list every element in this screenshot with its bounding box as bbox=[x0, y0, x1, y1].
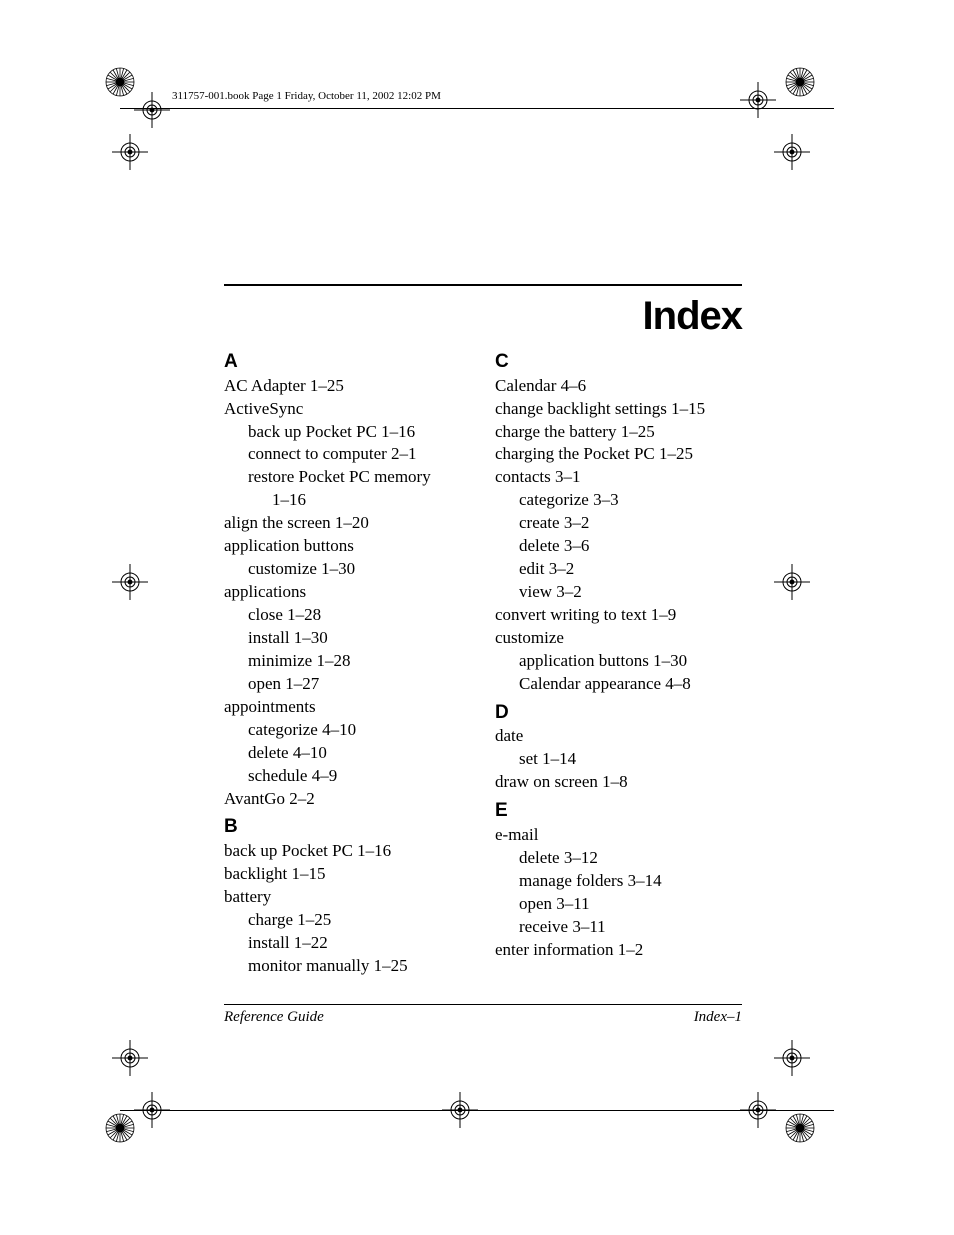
index-entry: applications bbox=[224, 581, 471, 604]
index-entry: close 1–28 bbox=[248, 604, 471, 627]
index-letter: E bbox=[495, 798, 742, 824]
index-entry: back up Pocket PC 1–16 bbox=[248, 421, 471, 444]
index-letter: A bbox=[224, 349, 471, 375]
index-entry: align the screen 1–20 bbox=[224, 512, 471, 535]
index-entry: ActiveSync bbox=[224, 398, 471, 421]
index-entry: contacts 3–1 bbox=[495, 466, 742, 489]
index-entry: back up Pocket PC 1–16 bbox=[224, 840, 471, 863]
index-entry: restore Pocket PC memory bbox=[248, 466, 471, 489]
registration-cross-icon bbox=[110, 562, 150, 602]
index-column-right: CCalendar 4–6change backlight settings 1… bbox=[495, 345, 742, 978]
index-column-left: AAC Adapter 1–25ActiveSyncback up Pocket… bbox=[224, 345, 471, 978]
index-letter: B bbox=[224, 814, 471, 840]
index-entry: install 1–30 bbox=[248, 627, 471, 650]
index-entry: date bbox=[495, 725, 742, 748]
registration-cross-icon bbox=[772, 132, 812, 172]
index-letter: C bbox=[495, 349, 742, 375]
index-entry: backlight 1–15 bbox=[224, 863, 471, 886]
index-entry: schedule 4–9 bbox=[248, 765, 471, 788]
footer-rule bbox=[224, 1004, 742, 1005]
index-entry: minimize 1–28 bbox=[248, 650, 471, 673]
index-entry: enter information 1–2 bbox=[495, 939, 742, 962]
index-letter: D bbox=[495, 700, 742, 726]
index-entry: connect to computer 2–1 bbox=[248, 443, 471, 466]
index-entry: 1–16 bbox=[272, 489, 471, 512]
rosette-mark-icon bbox=[780, 1108, 820, 1148]
title-rule bbox=[224, 284, 742, 286]
index-entry: monitor manually 1–25 bbox=[248, 955, 471, 978]
registration-cross-icon bbox=[110, 132, 150, 172]
index-entry: application buttons bbox=[224, 535, 471, 558]
index-entry: AvantGo 2–2 bbox=[224, 788, 471, 811]
registration-cross-icon bbox=[772, 562, 812, 602]
index-entry: set 1–14 bbox=[519, 748, 742, 771]
rosette-mark-icon bbox=[100, 62, 140, 102]
index-entry: open 1–27 bbox=[248, 673, 471, 696]
index-entry: receive 3–11 bbox=[519, 916, 742, 939]
index-entry: charging the Pocket PC 1–25 bbox=[495, 443, 742, 466]
index-entry: create 3–2 bbox=[519, 512, 742, 535]
rosette-mark-icon bbox=[100, 1108, 140, 1148]
page-footer: Reference Guide Index–1 bbox=[224, 1004, 742, 1026]
index-entry: delete 3–6 bbox=[519, 535, 742, 558]
index-entry: Calendar appearance 4–8 bbox=[519, 673, 742, 696]
index-entry: charge the battery 1–25 bbox=[495, 421, 742, 444]
index-columns: AAC Adapter 1–25ActiveSyncback up Pocket… bbox=[224, 345, 742, 978]
registration-cross-icon bbox=[110, 1038, 150, 1078]
index-entry: draw on screen 1–8 bbox=[495, 771, 742, 794]
index-entry: charge 1–25 bbox=[248, 909, 471, 932]
index-entry: edit 3–2 bbox=[519, 558, 742, 581]
index-entry: battery bbox=[224, 886, 471, 909]
index-entry: delete 4–10 bbox=[248, 742, 471, 765]
index-entry: delete 3–12 bbox=[519, 847, 742, 870]
index-entry: view 3–2 bbox=[519, 581, 742, 604]
index-entry: e-mail bbox=[495, 824, 742, 847]
registration-cross-icon bbox=[132, 80, 212, 140]
index-entry: AC Adapter 1–25 bbox=[224, 375, 471, 398]
index-entry: change backlight settings 1–15 bbox=[495, 398, 742, 421]
footer-left: Reference Guide bbox=[224, 1009, 324, 1026]
index-entry: application buttons 1–30 bbox=[519, 650, 742, 673]
index-entry: open 3–11 bbox=[519, 893, 742, 916]
index-entry: customize 1–30 bbox=[248, 558, 471, 581]
index-entry: appointments bbox=[224, 696, 471, 719]
page-title: Index bbox=[224, 294, 742, 339]
page-content: 311757-001.book Page 1 Friday, October 1… bbox=[224, 90, 742, 978]
index-entry: categorize 3–3 bbox=[519, 489, 742, 512]
footer-right: Index–1 bbox=[694, 1009, 742, 1026]
registration-cross-icon bbox=[738, 80, 778, 120]
index-entry: Calendar 4–6 bbox=[495, 375, 742, 398]
index-entry: convert writing to text 1–9 bbox=[495, 604, 742, 627]
index-entry: install 1–22 bbox=[248, 932, 471, 955]
index-entry: manage folders 3–14 bbox=[519, 870, 742, 893]
header-text: 311757-001.book Page 1 Friday, October 1… bbox=[172, 90, 742, 102]
index-entry: categorize 4–10 bbox=[248, 719, 471, 742]
registration-cross-icon bbox=[772, 1038, 812, 1078]
index-entry: customize bbox=[495, 627, 742, 650]
crop-line-bottom bbox=[120, 1110, 834, 1111]
rosette-mark-icon bbox=[780, 62, 820, 102]
